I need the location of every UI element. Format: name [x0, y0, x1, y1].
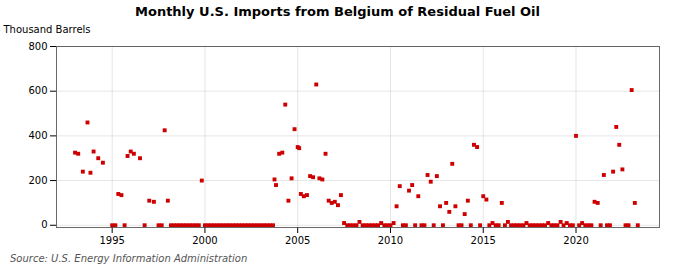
- svg-text:800: 800: [28, 41, 47, 52]
- svg-text:2000: 2000: [192, 235, 217, 246]
- svg-text:2005: 2005: [285, 235, 310, 246]
- svg-text:1995: 1995: [99, 235, 124, 246]
- html-text:Monthly U.S. Imports from Belg: Monthly U.S. Imports from Belgium of Res…: [135, 4, 540, 19]
- svg-text:200: 200: [28, 175, 47, 186]
- svg-text:2010: 2010: [378, 235, 403, 246]
- svg-text:400: 400: [28, 130, 47, 141]
- svg-text:Thousand Barrels: Thousand Barrels: [3, 24, 91, 35]
- svg-text:2015: 2015: [471, 235, 496, 246]
- svg-text:2020: 2020: [563, 235, 588, 246]
- html-text:Source: U.S. Energy Informatio: Source: U.S. Energy Information Administ…: [10, 253, 248, 264]
- svg-text:0: 0: [41, 219, 47, 230]
- svg-text:600: 600: [28, 85, 47, 96]
